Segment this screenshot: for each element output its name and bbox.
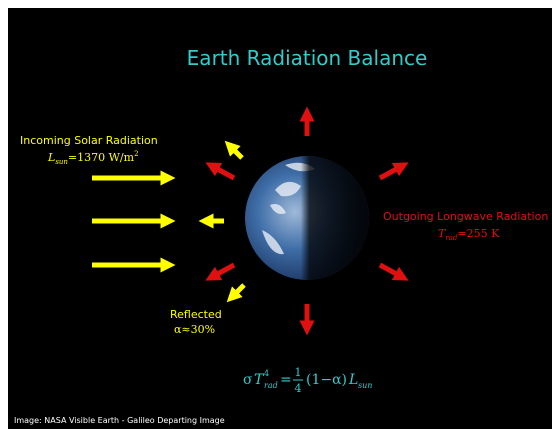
subscript: rad	[445, 234, 458, 242]
factor: (1−α)	[306, 372, 347, 388]
incoming-arrows	[92, 170, 176, 273]
symbol: T	[254, 372, 265, 388]
reflected-value: α≈30%	[174, 323, 215, 336]
subscript: sun	[55, 158, 68, 166]
superscript: 2	[134, 150, 138, 158]
equation: σ T 4 rad = 1 4 (1−α) L sun	[243, 366, 372, 395]
outgoing-formula: Trad=255 K	[438, 227, 500, 242]
subscript: rad	[264, 381, 278, 390]
L-subscript: sun	[358, 381, 372, 390]
value: =255 K	[457, 227, 500, 240]
symbol: T	[438, 227, 447, 240]
earth	[245, 156, 369, 280]
numerator: 1	[295, 366, 302, 379]
equals: =	[280, 372, 292, 388]
value: =1370 W/m	[68, 151, 135, 164]
outgoing-label: Outgoing Longwave Radiation	[383, 210, 548, 223]
L: L	[348, 372, 358, 388]
symbol: L	[47, 151, 55, 164]
reflected-arrows	[198, 140, 246, 303]
title: Earth Radiation Balance	[187, 46, 428, 70]
reflected-label: Reflected	[170, 308, 222, 321]
sigma: σ	[243, 372, 253, 388]
outgoing-arrows	[205, 106, 409, 336]
denominator: 4	[295, 382, 302, 395]
incoming-formula: Lsun=1370 W/m2	[47, 150, 139, 166]
exponent: 4	[264, 369, 269, 378]
incoming-label: Incoming Solar Radiation	[20, 134, 158, 147]
caption: Image: NASA Visible Earth - Galileo Depa…	[14, 416, 225, 425]
